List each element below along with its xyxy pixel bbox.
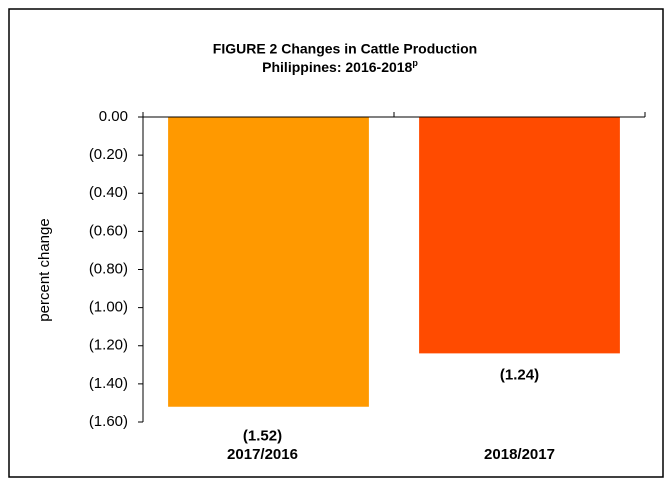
y-tick-label: 0.00 [99,108,128,125]
y-tick-label: (0.20) [89,146,128,163]
y-tick-label: (1.40) [89,375,128,392]
data-label: (1.52) [243,428,282,445]
x-tick-label: 2018/2017 [484,446,555,463]
y-tick-label: (1.00) [89,299,128,316]
chart-title: FIGURE 2 Changes in Cattle Production [213,41,477,57]
y-tick-label: (1.60) [89,413,128,430]
data-label: (1.24) [500,366,539,383]
bar [168,117,369,407]
y-tick-label: (0.40) [89,184,128,201]
y-tick-label: (0.60) [89,222,128,239]
subtitle-text: Philippines: 2016-2018 [262,59,412,75]
chart-subtitle: Philippines: 2016-2018p [262,58,418,74]
y-tick-label: (0.80) [89,260,128,277]
x-tick-label: 2017/2016 [227,446,298,463]
y-tick-label: (1.20) [89,337,128,354]
subtitle-note: p [412,58,418,68]
y-axis-label: percent change [36,218,53,321]
bar [419,117,620,354]
